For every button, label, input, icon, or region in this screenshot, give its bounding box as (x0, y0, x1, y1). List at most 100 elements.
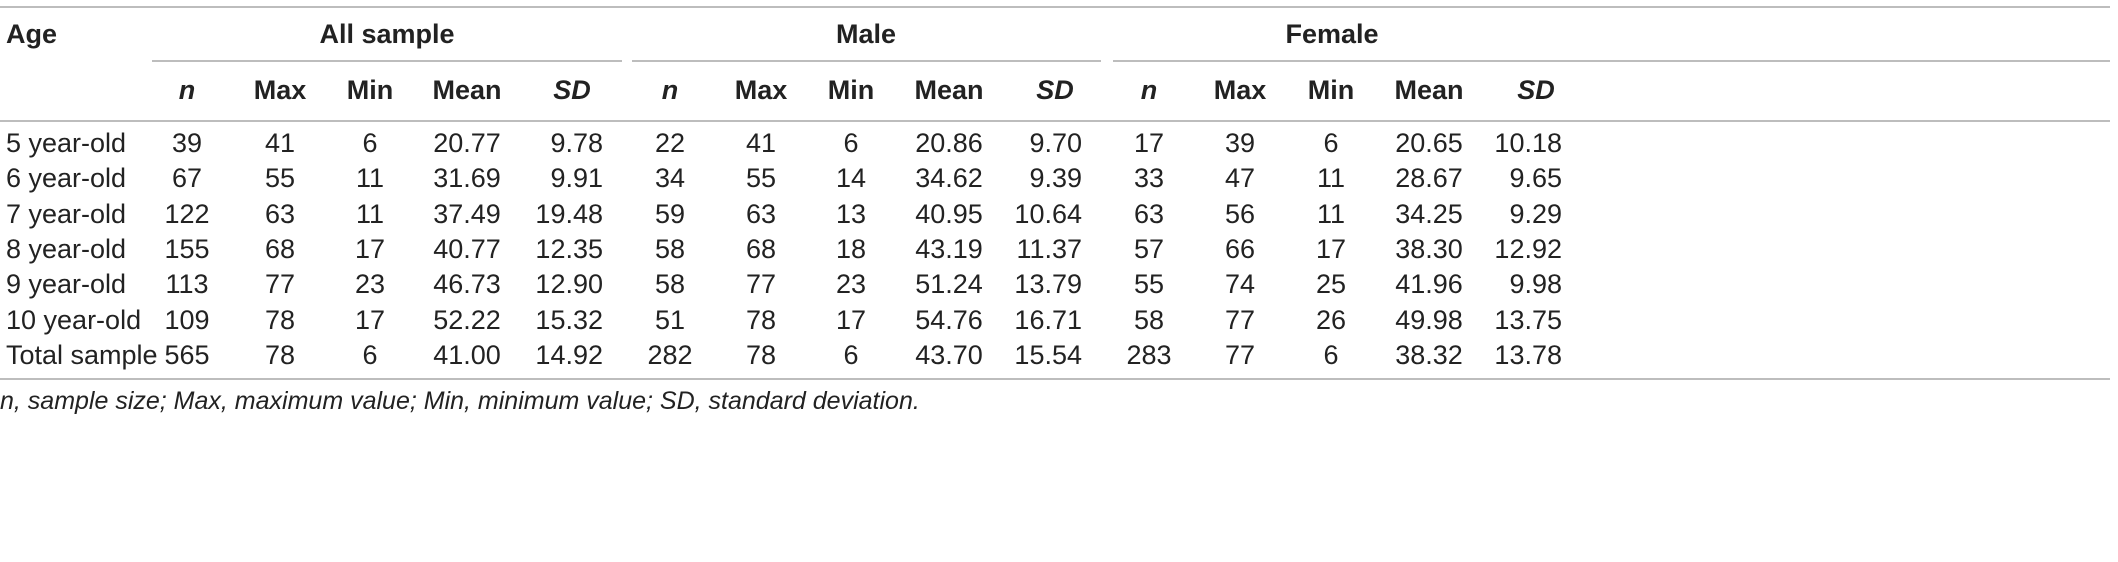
table-cell: 6 (362, 128, 378, 158)
row-label: 5 year-old (6, 128, 127, 158)
table-cell: 113 (165, 269, 209, 299)
table-cell: 11 (1316, 199, 1346, 229)
table-cell: 77 (1224, 340, 1256, 370)
table-cell: 25 (1315, 269, 1347, 299)
table-cell: 54.76 (915, 305, 983, 335)
column-header-max: Max (734, 75, 788, 105)
table-cell: 55 (745, 163, 777, 193)
table-cell: 34.62 (915, 163, 983, 193)
table-cell: 63 (1133, 199, 1165, 229)
table-cell: 6 (843, 340, 859, 370)
group-header-female: Female (1285, 19, 1379, 49)
table-cell: 77 (264, 269, 296, 299)
row-label: 9 year-old (6, 269, 127, 299)
table-cell: 78 (745, 340, 777, 370)
column-header-n: n (178, 75, 196, 105)
table-cell: 9.78 (550, 128, 603, 158)
table-cell: 38.30 (1395, 234, 1463, 264)
table-cell: 12.35 (535, 234, 603, 264)
table-cell: 78 (264, 340, 296, 370)
table-cell: 12.90 (535, 269, 603, 299)
table-cell: 16.71 (1014, 305, 1082, 335)
table-cell: 41 (745, 128, 777, 158)
column-header-min: Min (346, 75, 394, 105)
table-cell: 51 (654, 305, 686, 335)
table-cell: 10.64 (1014, 199, 1082, 229)
table-cell: 52.22 (433, 305, 501, 335)
column-header-max: Max (1213, 75, 1267, 105)
table-cell: 43.19 (915, 234, 983, 264)
table-cell: 6 (362, 340, 378, 370)
table-cell: 9.39 (1029, 163, 1082, 193)
table-cell: 63 (745, 199, 777, 229)
row-label: 10 year-old (6, 305, 142, 335)
table-cell: 6 (1323, 128, 1339, 158)
column-header-min: Min (827, 75, 875, 105)
table-cell: 43.70 (915, 340, 983, 370)
table-cell: 18 (835, 234, 867, 264)
table-top-rule (0, 6, 2110, 8)
table-cell: 6 (843, 128, 859, 158)
table-cell: 109 (164, 305, 210, 335)
table-cell: 40.77 (433, 234, 501, 264)
column-header-sd: SD (553, 75, 591, 105)
table-cell: 17 (835, 305, 867, 335)
table-cell: 15.54 (1014, 340, 1082, 370)
table-cell: 63 (264, 199, 296, 229)
table-cell: 39 (1224, 128, 1256, 158)
group-underline (152, 60, 622, 62)
table-cell: 17 (354, 234, 386, 264)
table-cell: 12.92 (1494, 234, 1562, 264)
table-cell: 17 (354, 305, 386, 335)
table-cell: 22 (654, 128, 686, 158)
table-cell: 13.78 (1494, 340, 1562, 370)
table-cell: 37.49 (433, 199, 501, 229)
group-header-male: Male (835, 19, 897, 49)
table-cell: 20.86 (915, 128, 983, 158)
table-cell: 49.98 (1395, 305, 1463, 335)
column-header-mean: Mean (914, 75, 984, 105)
table-cell: 122 (164, 199, 210, 229)
table-cell: 14.92 (535, 340, 603, 370)
column-header-sd: SD (1036, 75, 1074, 105)
table-cell: 34.25 (1395, 199, 1463, 229)
table-cell: 38.32 (1395, 340, 1463, 370)
table-bottom-rule (0, 378, 2110, 380)
table-cell: 77 (1224, 305, 1256, 335)
table-cell: 10.18 (1494, 128, 1562, 158)
table-cell: 565 (164, 340, 210, 370)
table-cell: 26 (1315, 305, 1347, 335)
column-header-max: Max (253, 75, 307, 105)
table-cell: 67 (171, 163, 203, 193)
row-label: 6 year-old (6, 163, 127, 193)
column-header-sd: SD (1517, 75, 1555, 105)
table-cell: 68 (264, 234, 296, 264)
table-cell: 155 (164, 234, 210, 264)
column-header-mean: Mean (432, 75, 502, 105)
table-cell: 9.91 (550, 163, 603, 193)
table-cell: 74 (1224, 269, 1256, 299)
table-cell: 9.29 (1509, 199, 1562, 229)
row-label: 7 year-old (6, 199, 127, 229)
column-header-mean: Mean (1394, 75, 1464, 105)
table-header-rule (0, 120, 2110, 122)
table-cell: 41.96 (1395, 269, 1463, 299)
table-footnote: n, sample size; Max, maximum value; Min,… (0, 387, 920, 415)
row-label: 8 year-old (6, 234, 127, 264)
column-header-n: n (1140, 75, 1158, 105)
table-cell: 14 (835, 163, 867, 193)
table-cell: 47 (1224, 163, 1256, 193)
table-cell: 34 (654, 163, 686, 193)
column-header-n: n (661, 75, 679, 105)
table-cell: 58 (654, 234, 686, 264)
table-cell: 20.65 (1395, 128, 1463, 158)
group-underline (632, 60, 1101, 62)
table-cell: 11 (355, 163, 385, 193)
table-cell: 77 (745, 269, 777, 299)
table-cell: 13 (835, 199, 867, 229)
table-cell: 41 (264, 128, 296, 158)
table-cell: 13.79 (1014, 269, 1082, 299)
table-cell: 59 (654, 199, 686, 229)
table-cell: 40.95 (915, 199, 983, 229)
